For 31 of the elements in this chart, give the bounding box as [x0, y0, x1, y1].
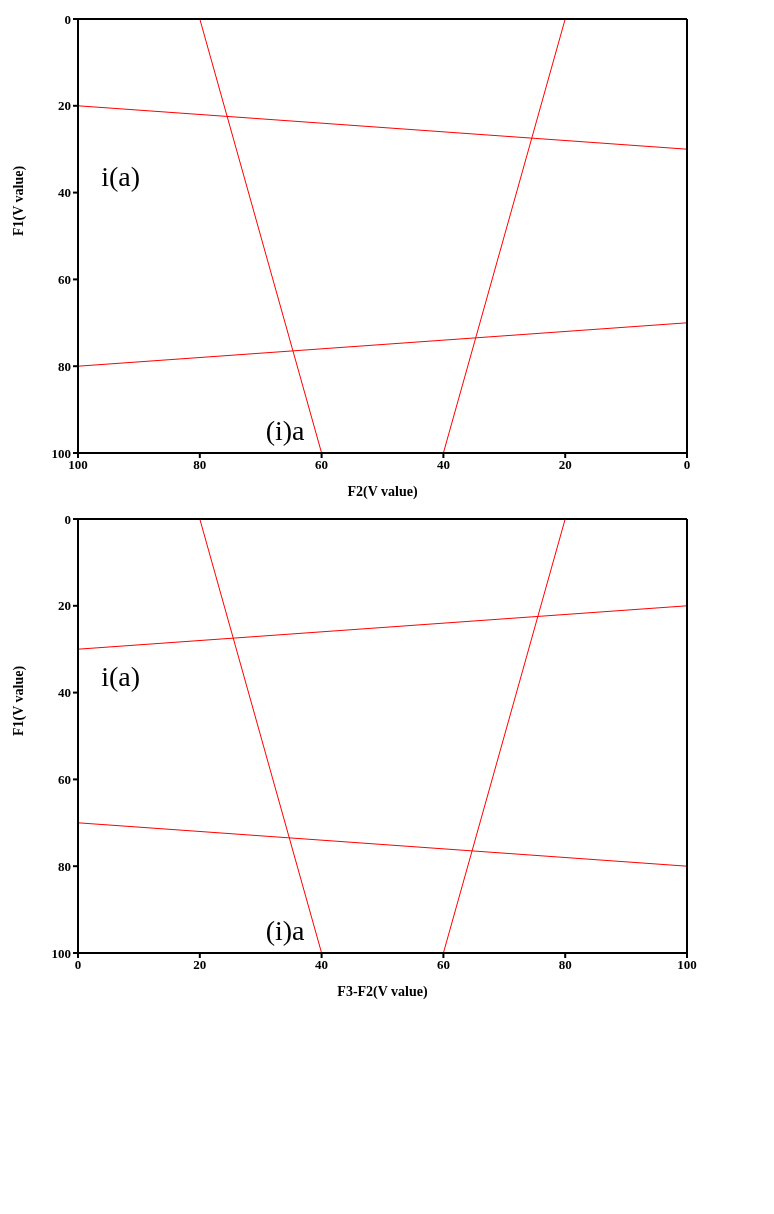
x-tick-label: 20 — [558, 457, 572, 473]
y-tick-label: 0 — [64, 511, 71, 527]
y-tick-label: 20 — [58, 98, 71, 114]
y-tick-label: 100 — [51, 945, 71, 961]
y-tick-label: 80 — [58, 858, 71, 874]
y-tick-label: 40 — [58, 685, 71, 701]
x-tick-label: 100 — [677, 957, 697, 973]
y-axis-title: F1(V value) — [10, 165, 27, 236]
y-axis-title: F1(V value) — [10, 665, 27, 736]
annotation: (i)a — [265, 914, 306, 946]
x-tick-label: 60 — [436, 957, 450, 973]
y-tick-label: 20 — [58, 598, 71, 614]
x-tick-label: 0 — [74, 957, 82, 973]
y-tick-label: 100 — [51, 445, 71, 461]
x-tick-label: 40 — [436, 457, 450, 473]
x-tick-label: 40 — [315, 957, 329, 973]
x-axis-title: F2(V value) — [347, 484, 418, 500]
y-tick-label: 60 — [58, 772, 71, 788]
x-tick-label: 80 — [558, 957, 572, 973]
y-tick-label: 80 — [58, 358, 71, 374]
annotation: i(a) — [101, 661, 141, 692]
y-tick-label: 60 — [58, 272, 71, 288]
y-tick-label: 0 — [64, 11, 71, 27]
x-tick-label: 60 — [315, 457, 329, 473]
x-tick-label: 80 — [193, 457, 207, 473]
x-tick-label: 0 — [683, 457, 691, 473]
x-tick-label: 20 — [193, 957, 207, 973]
annotation: (i)a — [265, 414, 306, 446]
x-axis-title: F3-F2(V value) — [337, 984, 428, 1000]
y-tick-label: 40 — [58, 185, 71, 201]
annotation: i(a) — [101, 161, 141, 192]
